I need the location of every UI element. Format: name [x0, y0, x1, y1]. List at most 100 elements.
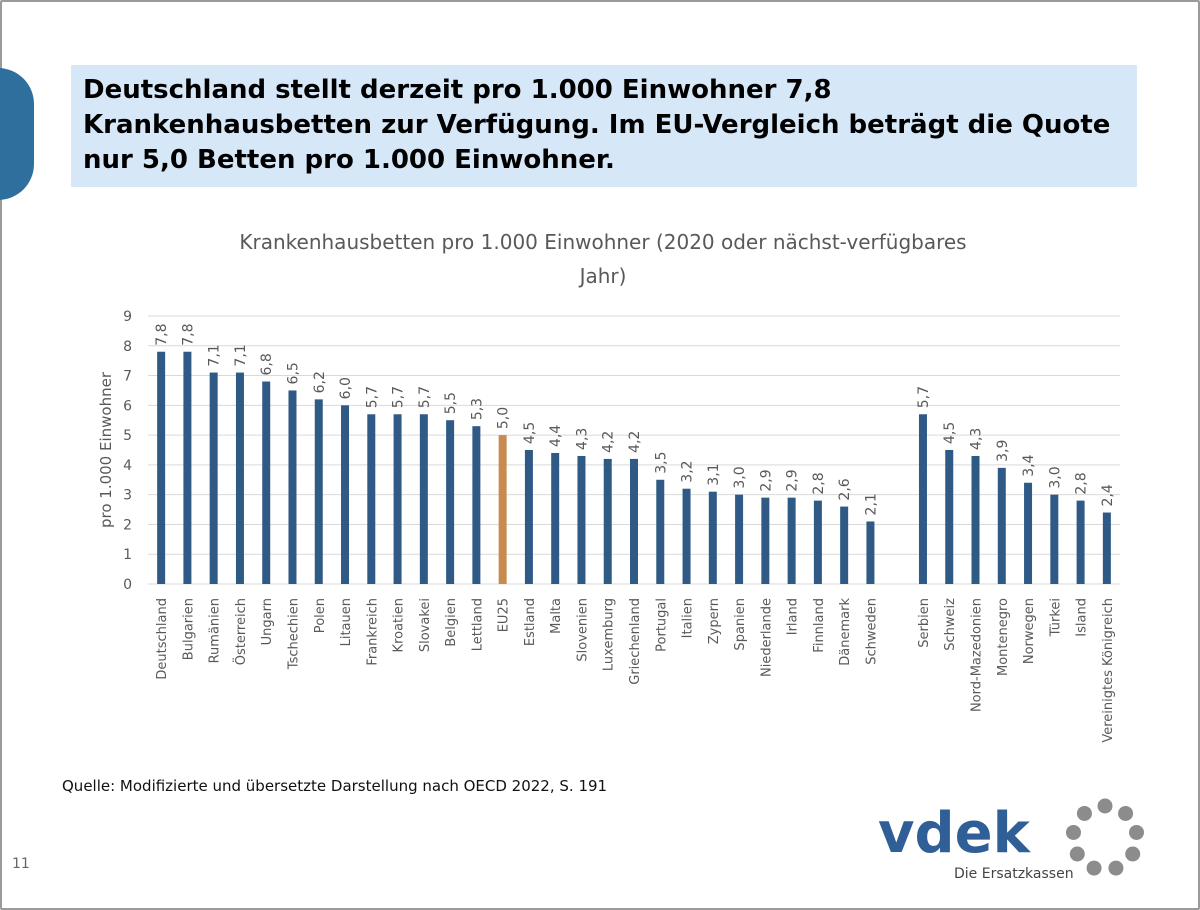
data-label: 2,4 [1100, 484, 1116, 506]
bar [708, 491, 717, 584]
headline-box: Deutschland stellt derzeit pro 1.000 Ein… [71, 65, 1137, 187]
logo-ring-segment [1118, 805, 1134, 821]
logo-ring-segment [1129, 824, 1145, 840]
x-tick-label: Schweiz [943, 598, 958, 651]
headline-line-2: Krankenhausbetten zur Verfügung. Im EU-V… [83, 110, 1111, 140]
data-label: 5,7 [417, 386, 433, 408]
x-tick-label: Rumänien [208, 598, 223, 663]
side-tab-decoration [0, 68, 34, 200]
bar [551, 452, 560, 584]
bar [446, 420, 455, 584]
logo-ring-segment [1108, 860, 1124, 876]
y-axis-label: pro 1.000 Einwohner [97, 371, 115, 528]
chart-svg: Krankenhausbetten pro 1.000 Einwohner (2… [97, 230, 1120, 743]
logo-wordmark: vdek [878, 801, 1032, 866]
y-tick-label: 3 [123, 488, 132, 504]
bar [735, 494, 744, 584]
bar [630, 458, 638, 584]
vdek-logo: vdek Die Ersatzkassen [868, 790, 1148, 890]
bar [288, 390, 297, 584]
x-tick-label: Vereinigtes Königreich [1101, 598, 1116, 743]
data-label: 4,2 [627, 431, 643, 453]
x-tick-label: Niederlande [759, 598, 774, 677]
data-label: 2,8 [811, 472, 827, 494]
x-tick-label: Norwegen [1022, 598, 1037, 664]
bar [656, 479, 665, 584]
bar [367, 414, 376, 584]
bar [314, 399, 323, 584]
data-label: 7,8 [154, 323, 170, 345]
x-tick-label: Finnland [812, 598, 827, 653]
data-label: 5,0 [496, 407, 512, 429]
x-tick-label: Malta [549, 598, 564, 634]
bar [603, 458, 612, 584]
logo-tagline: Die Ersatzkassen [954, 866, 1074, 882]
bar [761, 497, 770, 584]
bar [524, 450, 533, 584]
data-label: 4,3 [574, 428, 590, 450]
bar [157, 351, 166, 584]
bar [1076, 500, 1085, 584]
x-tick-label: Ungarn [260, 598, 275, 645]
bar [945, 450, 954, 584]
data-label: 7,1 [233, 344, 249, 366]
data-label: 3,9 [995, 440, 1011, 462]
bar [498, 435, 507, 584]
logo-ring-icon [1065, 798, 1145, 876]
bar [1050, 494, 1059, 584]
x-tick-label: Island [1075, 598, 1090, 637]
logo-ring-segment [1069, 846, 1085, 862]
data-label: 2,8 [1074, 472, 1090, 494]
y-tick-label: 1 [123, 547, 132, 563]
bar [472, 426, 481, 584]
logo-ring-segment [1086, 860, 1102, 876]
data-label: 7,1 [207, 344, 223, 366]
data-label: 6,2 [312, 371, 328, 393]
data-label: 4,3 [969, 428, 985, 450]
x-tick-label: Litauen [339, 598, 354, 646]
x-tick-label: Deutschland [155, 598, 170, 680]
logo-ring-segment [1125, 846, 1141, 862]
x-tick-label: Türkei [1048, 598, 1063, 637]
data-label: 5,3 [469, 398, 485, 420]
x-tick-label: EU25 [497, 598, 512, 632]
x-tick-label: Tschechien [286, 598, 301, 670]
logo-ring-segment [1076, 805, 1092, 821]
data-label: 3,0 [1047, 466, 1063, 488]
data-label: 5,7 [364, 386, 380, 408]
bar [866, 521, 875, 584]
data-label: 3,0 [732, 466, 748, 488]
x-tick-label: Slovakei [418, 598, 433, 652]
headline-line-1: Deutschland stellt derzeit pro 1.000 Ein… [83, 75, 832, 105]
x-tick-label: Estland [523, 598, 538, 646]
bar [262, 381, 271, 584]
x-tick-label: Österreich [232, 598, 249, 665]
bar [209, 372, 218, 584]
x-tick-label: Spanien [733, 598, 748, 651]
data-label: 3,2 [680, 460, 696, 482]
logo-ring-segment [1097, 798, 1113, 814]
x-tick-label: Bulgarien [181, 598, 196, 660]
x-tick-label: Lettland [470, 598, 485, 651]
data-label: 5,5 [443, 392, 459, 414]
x-tick-label: Belgien [444, 598, 459, 647]
y-tick-label: 0 [123, 577, 132, 593]
bar [577, 455, 586, 584]
logo-ring-segment [1065, 824, 1081, 840]
data-label: 2,6 [837, 478, 853, 500]
headline-line-3: nur 5,0 Betten pro 1.000 Einwohner. [83, 145, 615, 175]
data-label: 2,9 [785, 469, 801, 491]
x-tick-label: Portugal [654, 598, 669, 652]
x-tick-label: Dänemark [838, 598, 853, 666]
source-note: Quelle: Modifizierte und übersetzte Dars… [62, 777, 608, 795]
bar [1024, 482, 1033, 584]
bar [1102, 512, 1111, 584]
data-label: 2,9 [758, 469, 774, 491]
data-label: 5,7 [391, 386, 407, 408]
y-tick-label: 7 [123, 369, 132, 385]
y-tick-label: 5 [123, 428, 132, 444]
y-tick-label: 8 [123, 339, 132, 355]
y-tick-label: 9 [123, 309, 132, 325]
bar [918, 414, 927, 584]
chart-title: Jahr) [578, 264, 627, 288]
